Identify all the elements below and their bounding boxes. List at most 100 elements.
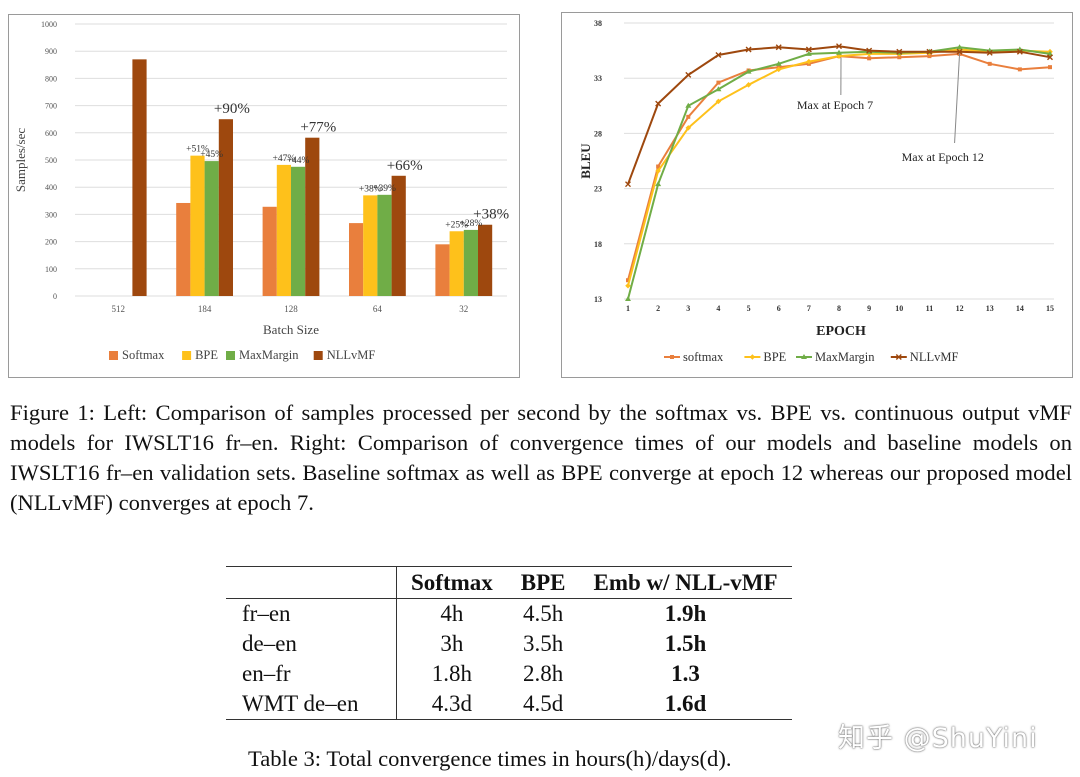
series-line-softmax: [627, 52, 1051, 281]
x-tick-label: 12: [956, 304, 964, 313]
data-point: [806, 58, 812, 65]
table-cell-bpe: 4.5d: [506, 689, 580, 720]
data-point: [775, 66, 782, 73]
data-point: [655, 181, 662, 187]
x-tick-label: 10: [895, 304, 903, 313]
y-tick-label: 500: [45, 156, 57, 165]
data-point: [655, 100, 662, 107]
table-cell-lang: fr–en: [226, 598, 397, 629]
data-point: [895, 354, 902, 360]
data-point: [1047, 50, 1053, 56]
x-tick-label: 7: [807, 304, 811, 313]
bar-bpe: [449, 231, 464, 296]
bar-annotation: +39%: [373, 184, 396, 194]
x-tick-label: 5: [747, 304, 751, 313]
x-tick-label: 11: [926, 304, 934, 313]
data-point: [927, 54, 932, 59]
data-point: [956, 48, 963, 55]
y-tick-label: 33: [594, 74, 602, 83]
bar-chart-samples-per-sec: 0 100 200 300 400 500 600 700 800 900 1000 512 184 12…: [8, 14, 520, 378]
bar-nllvmf: [478, 224, 493, 296]
data-point: [715, 86, 722, 92]
x-tick-label: 6: [777, 304, 781, 313]
data-point: [656, 164, 661, 169]
table-cell-vmf: 1.6d: [579, 689, 792, 720]
legend-label: NLLvMF: [327, 348, 376, 362]
legend-label: softmax: [683, 350, 724, 364]
data-point: [836, 49, 842, 55]
bar-annotation: +90%: [214, 101, 250, 117]
legend-label: BPE: [763, 350, 786, 364]
x-tick-label: 1: [626, 304, 630, 313]
table-cell-vmf: 1.5h: [664, 631, 707, 656]
table-row: fr–en 4h 4.5h 1.9h: [226, 598, 792, 629]
bar-annotation: +66%: [387, 158, 423, 174]
table-row: en–fr 1.8h 2.8h 1.3: [226, 659, 792, 689]
table-header-empty: [226, 566, 397, 599]
y-tick-label: 400: [45, 183, 57, 192]
data-point: [685, 102, 692, 108]
y-tick-label: 13: [594, 295, 602, 304]
data-point: [805, 46, 812, 53]
data-point: [866, 47, 873, 54]
line-chart-bleu-convergence: 13 18 23 28 33 38 1 2 3 4 5 6 7 8 9 10 11 12 13 14 15 Max at …: [561, 12, 1073, 378]
bar-softmax: [435, 244, 450, 296]
chart-annotation: Max at Epoch 12: [902, 150, 984, 164]
y-tick-label: 700: [45, 102, 57, 111]
table-cell-lang: de–en: [226, 629, 397, 659]
table-cell-vmf: 1.3: [671, 661, 700, 686]
data-point: [801, 354, 807, 359]
bar-annotation: +44%: [287, 156, 310, 166]
data-point: [1016, 48, 1023, 55]
bar-annotation: +45%: [200, 150, 223, 160]
table-cell-softmax: 4.3d: [396, 689, 507, 720]
bar-maxmargin: [291, 166, 306, 296]
data-point: [685, 71, 692, 78]
x-axis-label: Batch Size: [263, 322, 319, 337]
bar-nllvmf: [305, 137, 320, 296]
data-point: [715, 52, 722, 59]
legend-swatch: [109, 351, 118, 360]
y-tick-label: 1000: [41, 20, 57, 29]
table-cell-bpe: 2.8h: [523, 661, 564, 686]
data-point: [867, 56, 872, 61]
watermark: 知乎 @ShuYini: [838, 723, 1038, 754]
x-tick-label: 9: [867, 304, 871, 313]
data-point: [775, 44, 782, 51]
bar-bpe: [276, 164, 291, 296]
y-tick-label: 18: [594, 240, 602, 249]
y-axis-label: Samples/sec: [13, 128, 28, 192]
bar-annotation: +28%: [460, 219, 483, 229]
x-axis-label: EPOCH: [816, 324, 866, 339]
table-caption: Table 3: Total convergence times in hour…: [248, 746, 732, 771]
data-point: [655, 168, 661, 174]
bar-maxmargin: [377, 194, 392, 296]
x-tick-label: 64: [373, 304, 383, 314]
data-point: [749, 354, 756, 360]
data-point: [745, 82, 752, 88]
annotation-pointer: [954, 53, 961, 144]
y-tick-label: 600: [45, 129, 57, 138]
table-cell-softmax: 4h: [440, 601, 464, 626]
y-tick-label: 200: [45, 238, 57, 247]
table-header-vmf: Emb w/ NLL-vMF: [579, 566, 792, 599]
y-tick-label: 38: [594, 19, 602, 28]
data-point: [670, 355, 674, 359]
table-header-softmax: Softmax: [396, 566, 507, 599]
bar-maxmargin: [463, 229, 478, 296]
bar-annotation: +51%: [186, 145, 209, 155]
y-tick-label: 800: [45, 74, 57, 83]
legend-label: NLLvMF: [910, 350, 959, 364]
y-tick-label: 900: [45, 47, 57, 56]
bar-bpe: [190, 155, 205, 296]
y-tick-label: 23: [594, 185, 602, 194]
series-line-maxmargin: [627, 46, 1051, 300]
bar-annotation: +38%: [359, 184, 382, 194]
data-point: [1017, 67, 1022, 72]
y-tick-label: 100: [45, 265, 57, 274]
x-tick-label: 512: [111, 304, 125, 314]
table-cell-softmax: 1.8h: [431, 661, 473, 686]
y-tick-label: 300: [45, 210, 57, 219]
bar-maxmargin: [204, 161, 219, 296]
